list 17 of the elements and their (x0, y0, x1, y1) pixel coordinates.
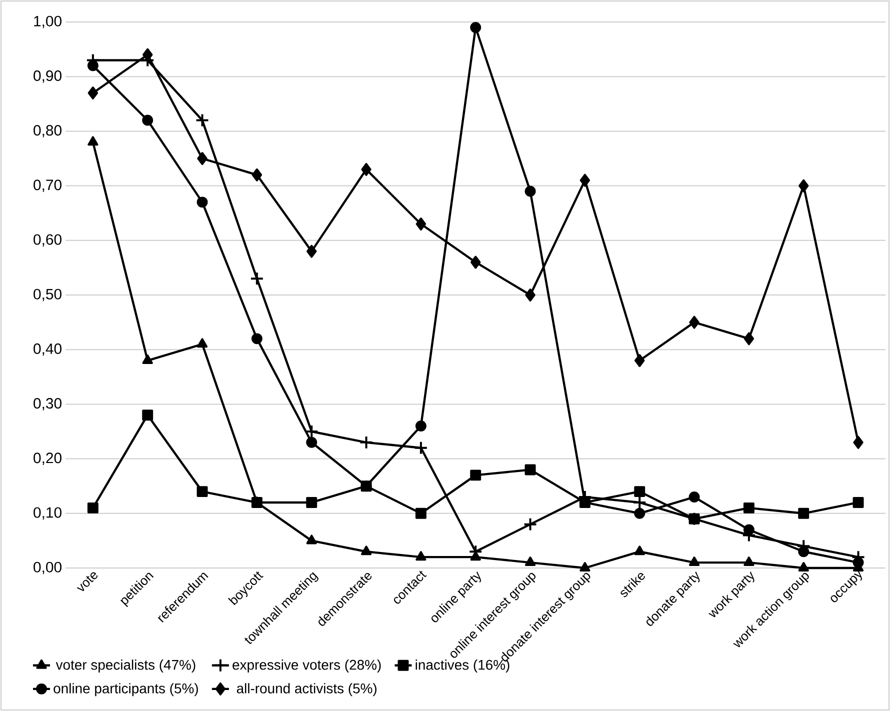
legend-label: online participants (5%) (54, 683, 198, 696)
x-tick-label: vote (76, 572, 98, 592)
legend-label: expressive voters (28%) (232, 660, 381, 673)
y-tick-label: 0,80 (34, 125, 62, 138)
legend-label: inactives (16%) (416, 660, 510, 673)
legend-label: voter specialists (47%) (56, 660, 196, 673)
legend-label: all-round activists (5%) (236, 683, 376, 696)
y-tick-label: 0,20 (34, 452, 62, 465)
y-tick-label: 0,90 (34, 70, 62, 83)
y-tick-label: 1,00 (34, 16, 62, 28)
y-tick-label: 0,50 (34, 288, 62, 302)
y-tick-label: 0,30 (34, 398, 62, 410)
y-tick-label: 0,00 (34, 562, 62, 574)
y-tick-label: 0,10 (34, 507, 62, 520)
y-tick-label: 0,70 (34, 180, 62, 192)
y-tick-label: 0,40 (34, 343, 62, 356)
y-tick-label: 0,60 (34, 234, 62, 247)
